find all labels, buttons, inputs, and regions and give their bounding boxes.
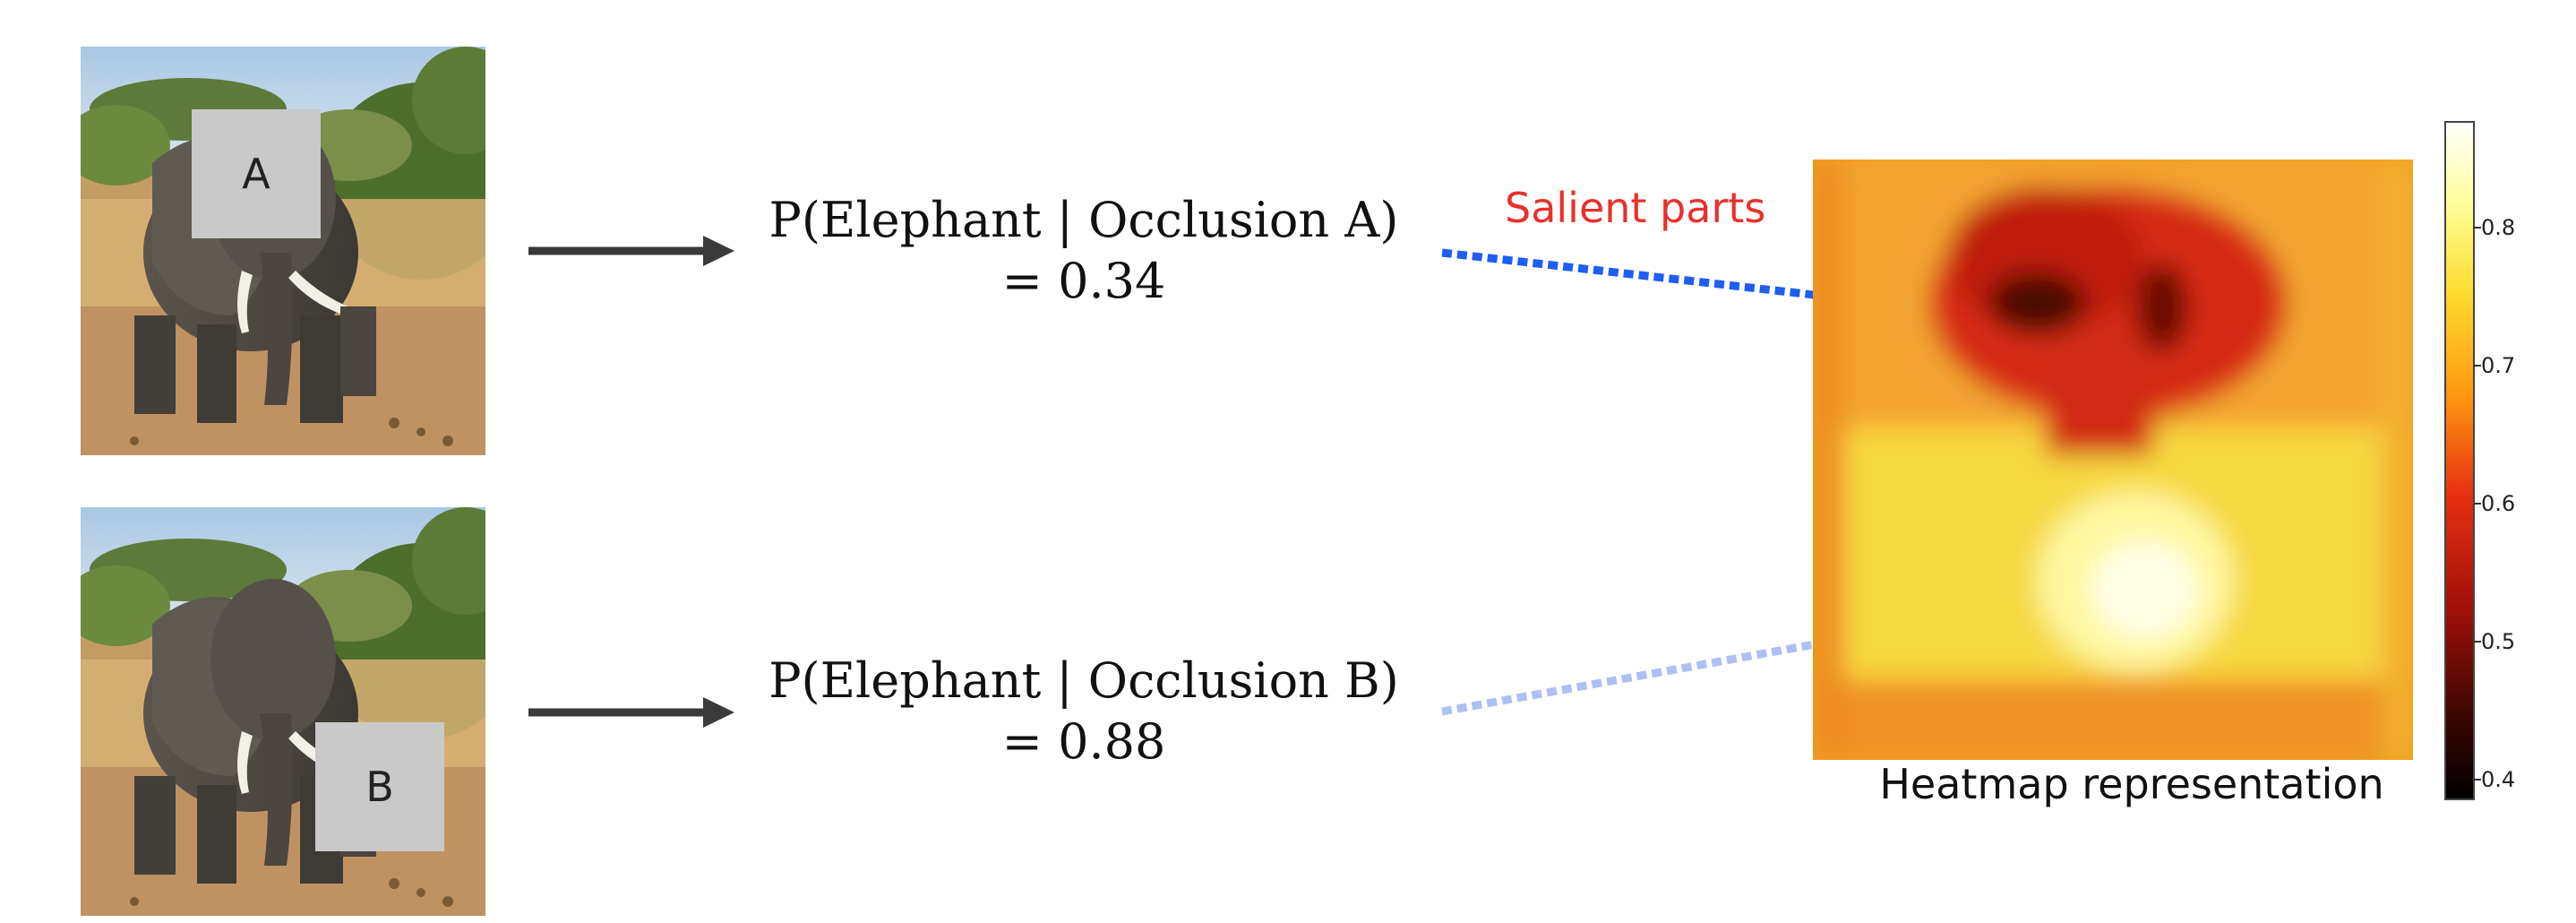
colorbar-tick-0.8: 0.8 [2481, 215, 2516, 240]
colorbar-tick-0.7: 0.7 [2481, 353, 2516, 378]
occlusion-label-b: B [365, 763, 394, 811]
occlusion-box-a [192, 109, 321, 238]
occlusion-label-a: A [242, 150, 270, 198]
salient-parts-label: Salient parts [1505, 184, 1766, 232]
colorbar [2444, 121, 2475, 800]
occlusion-box-b [315, 722, 444, 851]
probability-a: P(Elephant | Occlusion A) = 0.34 [734, 190, 1433, 312]
probability-a-line2: = 0.34 [1001, 253, 1166, 309]
colorbar-tick-0.5: 0.5 [2481, 629, 2516, 654]
probability-a-line1: P(Elephant | Occlusion A) [769, 192, 1399, 248]
colorbar-tick-marks [2474, 227, 2481, 781]
heatmap [1813, 160, 2413, 760]
right-arrow-icon [528, 236, 734, 266]
colorbar-tick-0.6: 0.6 [2481, 491, 2516, 516]
elephant-photo-b: B [81, 507, 485, 916]
probability-b-line1: P(Elephant | Occlusion B) [769, 652, 1399, 709]
elephant-photo-a: A [81, 47, 485, 455]
right-arrow-icon [528, 697, 734, 728]
heatmap-caption: Heatmap representation [1879, 760, 2384, 808]
colorbar-tick-0.4: 0.4 [2481, 767, 2516, 792]
probability-b-line2: = 0.88 [1001, 713, 1166, 770]
probability-b: P(Elephant | Occlusion B) = 0.88 [734, 651, 1433, 772]
